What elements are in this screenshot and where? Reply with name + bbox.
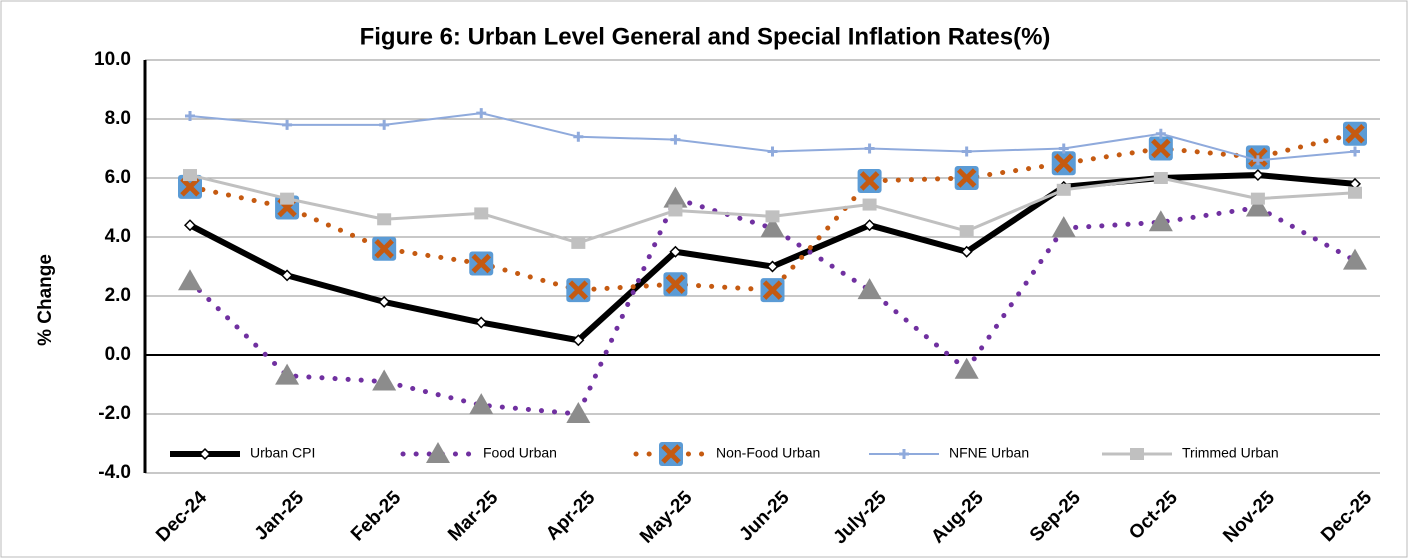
marker [1153, 172, 1168, 184]
series [178, 186, 1367, 423]
marker-cross [568, 280, 589, 300]
legend-label: Urban CPI [250, 445, 315, 461]
marker [954, 166, 979, 190]
legend-label: Trimmed Urban [1182, 445, 1279, 461]
marker-cross [859, 171, 880, 191]
marker [178, 269, 202, 291]
legend-label: NFNE Urban [949, 445, 1029, 461]
marker [377, 213, 392, 226]
marker [281, 269, 294, 282]
marker [857, 278, 882, 300]
marker-cross [762, 280, 783, 300]
legend-label: Non-Food Urban [716, 445, 820, 461]
marker [379, 119, 390, 130]
marker [862, 198, 877, 211]
marker [282, 119, 293, 130]
marker-cross [1345, 123, 1365, 144]
marker [1251, 169, 1264, 182]
marker [857, 168, 882, 193]
marker [476, 108, 487, 119]
marker [183, 169, 197, 182]
marker-cross [374, 239, 394, 259]
marker [183, 219, 197, 232]
marker [372, 236, 397, 261]
marker [1343, 248, 1367, 270]
marker [1155, 128, 1166, 139]
marker [863, 219, 876, 232]
marker [280, 192, 295, 205]
marker [1051, 151, 1076, 176]
marker [426, 442, 450, 463]
marker [185, 111, 195, 122]
marker [760, 278, 785, 303]
marker [670, 134, 681, 145]
marker-cross [471, 253, 492, 274]
marker [1348, 177, 1362, 190]
y-tick-label: 6.0 [105, 167, 131, 188]
marker [469, 393, 494, 415]
marker [663, 186, 688, 208]
marker [1148, 210, 1173, 232]
marker [760, 216, 785, 238]
marker-cross [180, 177, 200, 197]
marker [766, 260, 779, 273]
marker [1252, 155, 1263, 166]
marker [1343, 121, 1367, 146]
marker [275, 363, 300, 385]
marker-cross [956, 168, 977, 188]
y-tick-label: -4.0 [98, 462, 131, 483]
marker [663, 272, 688, 297]
marker [1250, 192, 1265, 205]
marker [1348, 186, 1362, 199]
marker [198, 447, 212, 461]
marker [572, 334, 585, 347]
marker [1051, 216, 1076, 238]
marker [1148, 136, 1173, 161]
marker [469, 251, 494, 276]
marker [659, 442, 683, 466]
marker [571, 236, 586, 249]
marker [899, 449, 909, 459]
marker [372, 369, 397, 391]
marker [378, 295, 391, 308]
marker [954, 357, 979, 379]
marker [669, 245, 682, 258]
marker [1058, 143, 1069, 154]
series [185, 108, 1360, 166]
marker [765, 210, 780, 223]
marker [1245, 195, 1270, 217]
marker [474, 207, 489, 220]
y-tick-label: -2.0 [98, 403, 131, 424]
marker [1130, 448, 1144, 460]
marker [1056, 183, 1071, 196]
series [178, 121, 1367, 303]
marker [961, 146, 972, 157]
y-tick-label: 4.0 [105, 226, 131, 247]
marker-cross [1053, 153, 1074, 174]
marker [1350, 146, 1360, 157]
marker [959, 225, 974, 238]
legend-label: Food Urban [483, 445, 557, 461]
marker [573, 131, 584, 142]
marker [475, 316, 488, 329]
marker [566, 402, 591, 423]
series [183, 169, 1362, 249]
marker [668, 204, 683, 217]
y-tick-label: 0.0 [105, 344, 131, 365]
marker [864, 143, 875, 154]
y-axis-label: % Change [35, 254, 56, 346]
y-tick-label: 10.0 [94, 49, 131, 70]
marker-cross [1151, 138, 1171, 159]
y-tick-label: 2.0 [105, 285, 131, 306]
marker-cross [665, 274, 686, 294]
chart-title: Figure 6: Urban Level General and Specia… [360, 23, 1051, 50]
marker [767, 146, 778, 157]
marker-cross [661, 444, 681, 464]
marker [960, 245, 973, 258]
marker [566, 278, 591, 303]
y-tick-label: 8.0 [105, 108, 131, 129]
